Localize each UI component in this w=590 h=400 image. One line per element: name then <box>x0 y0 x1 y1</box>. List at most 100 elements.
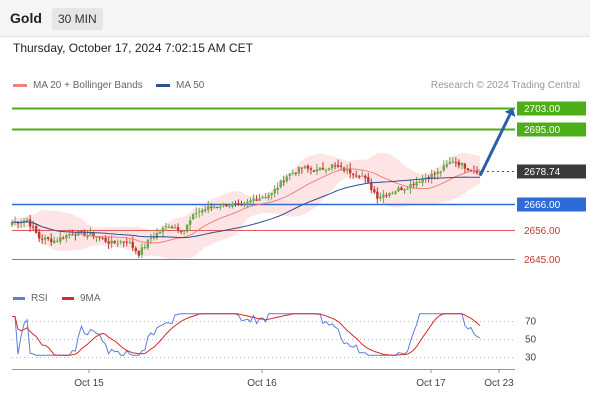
candle-body <box>427 176 430 179</box>
candle-body <box>128 242 131 244</box>
candle-body <box>297 166 301 174</box>
candle-body <box>92 232 95 237</box>
candle-body <box>261 197 264 199</box>
candle-body <box>47 237 50 239</box>
x-tick-label-oct-23: Oct 23 <box>484 378 514 389</box>
candle-body <box>89 232 92 235</box>
candle-body <box>370 182 373 191</box>
candle-body <box>445 164 448 167</box>
rsi-ma-line <box>12 313 481 356</box>
candle-body <box>137 250 141 256</box>
bollinger-band-fill <box>12 152 480 260</box>
candle-body <box>267 195 270 199</box>
rsi-swatch <box>13 297 25 300</box>
price-level-tag-2666-00 <box>517 197 586 212</box>
candle-body <box>191 214 195 220</box>
candle-body <box>436 171 439 174</box>
candle-body <box>478 171 482 174</box>
chart-header: Gold 30 MIN <box>0 0 590 37</box>
candle-body <box>451 161 455 163</box>
candle-body <box>312 170 316 172</box>
price-level-tag-2695-00 <box>517 122 586 137</box>
candle-body <box>324 169 328 171</box>
candle-body <box>388 193 391 196</box>
candle-body <box>53 240 56 243</box>
candle-body <box>403 188 406 191</box>
candle-body <box>68 234 71 236</box>
candle-body <box>110 240 113 244</box>
candle-body <box>164 226 168 228</box>
candle-body <box>439 171 442 173</box>
candle-body <box>37 231 41 239</box>
candle-body <box>258 198 261 201</box>
candle-body <box>463 163 467 169</box>
candle-body <box>122 241 125 243</box>
candle-body <box>40 238 44 240</box>
candle-body <box>116 243 119 245</box>
candle-body <box>460 162 464 166</box>
x-tick-label-oct-15: Oct 15 <box>74 378 104 389</box>
candle-body <box>74 234 77 236</box>
candle-body <box>28 219 32 227</box>
candle-body <box>385 195 388 197</box>
candle-body <box>270 192 273 196</box>
candle-body <box>65 235 68 239</box>
candle-body <box>397 187 400 192</box>
candle-body <box>358 176 361 178</box>
candle-body <box>198 211 201 213</box>
candle-body <box>59 237 62 242</box>
candle-body <box>355 175 358 177</box>
price-level-label-2703-00: 2703.00 <box>524 104 561 115</box>
candle-body <box>149 238 153 240</box>
candle-body <box>216 207 219 209</box>
candle-body <box>379 196 382 199</box>
ma50-label: MA 50 <box>176 80 205 91</box>
candle-body <box>249 200 252 203</box>
candle-body <box>336 164 340 167</box>
candle-body <box>155 233 159 239</box>
candle-body <box>152 237 156 239</box>
candle-body <box>107 241 110 244</box>
rsi-label: RSI <box>31 293 48 304</box>
candle-body <box>475 170 479 173</box>
candle-body <box>382 194 385 198</box>
candle-body <box>276 187 279 190</box>
candle-body <box>421 178 424 183</box>
candle-body <box>448 162 452 164</box>
candle-body <box>246 201 249 204</box>
candle-body <box>433 173 436 175</box>
timeframe-button[interactable]: 30 MIN <box>52 8 103 30</box>
candle-body <box>391 192 394 194</box>
candle-body <box>146 239 150 248</box>
rsi-tick-label-30: 30 <box>525 353 537 364</box>
candle-body <box>56 240 59 242</box>
ma20-swatch <box>13 84 27 87</box>
candle-body <box>173 227 177 229</box>
candle-body <box>182 230 186 232</box>
legend-ma20: MA 20 + Bollinger Bands <box>13 80 143 91</box>
price-level-label-2678-74: 2678.74 <box>524 167 561 178</box>
candle-body <box>415 181 418 186</box>
ma50-swatch <box>156 84 170 87</box>
candle-body <box>71 234 74 236</box>
candle-body <box>442 165 445 171</box>
candle-body <box>318 167 322 171</box>
candle-body <box>101 238 104 240</box>
candle-body <box>134 248 137 252</box>
candle-body <box>143 247 147 249</box>
price-level-label-2666-00: 2666.00 <box>524 200 561 211</box>
candle-body <box>394 191 397 194</box>
ma20-label: MA 20 + Bollinger Bands <box>33 80 143 91</box>
candle-body <box>131 241 134 248</box>
candle-body <box>412 184 415 186</box>
candle-body <box>333 165 337 167</box>
candle-body <box>161 227 165 233</box>
candle-body <box>225 204 228 207</box>
rsi-ma-swatch <box>62 297 74 300</box>
candle-body <box>321 167 325 170</box>
credit-text: Research © 2024 Trading Central <box>430 80 580 91</box>
candle-body <box>10 222 14 226</box>
candle-body <box>309 168 313 170</box>
legend-ma50: MA 50 <box>156 80 204 91</box>
candle-body <box>457 161 461 166</box>
